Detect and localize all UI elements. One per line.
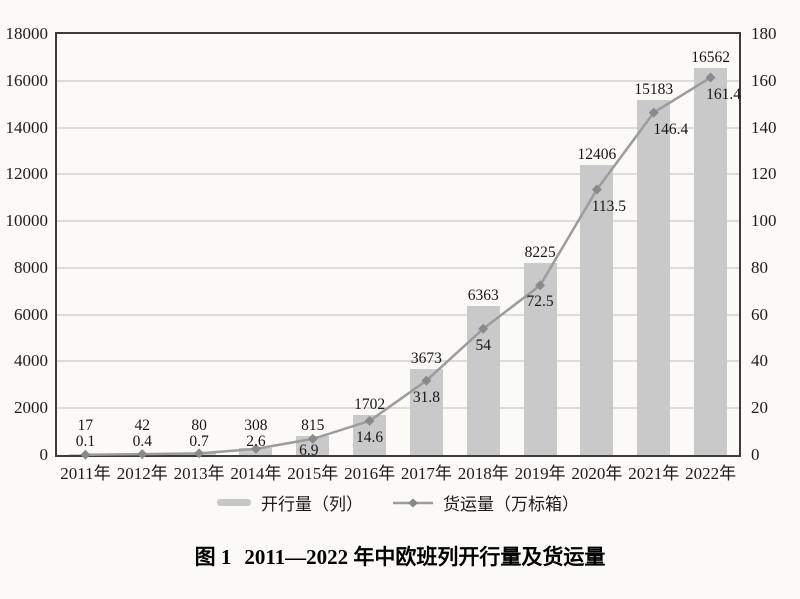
line-swatch-icon bbox=[393, 498, 433, 507]
x-axis-label: 2021年 bbox=[628, 464, 680, 483]
figure-number: 图 1 bbox=[194, 545, 232, 569]
line-value-label: 113.5 bbox=[591, 197, 627, 215]
figure-caption: 图 1 2011—2022 年中欧班列开行量及货运量 bbox=[0, 541, 800, 571]
gridline bbox=[57, 220, 739, 223]
x-axis-label: 2020年 bbox=[571, 464, 623, 483]
line-value-label: 146.4 bbox=[653, 120, 689, 138]
bar bbox=[580, 164, 614, 455]
left-tick-label: 4000 bbox=[14, 351, 48, 371]
line-value-label: 0.4 bbox=[132, 433, 152, 450]
diamond-marker bbox=[137, 449, 148, 460]
figure-title: 2011—2022 年中欧班列开行量及货运量 bbox=[244, 545, 606, 569]
x-axis-label: 2018年 bbox=[457, 464, 509, 483]
diamond-marker bbox=[648, 107, 659, 118]
line-value-label: 31.8 bbox=[412, 388, 440, 406]
diamond-marker bbox=[80, 449, 91, 460]
left-tick-label: 0 bbox=[39, 445, 49, 464]
right-tick-label: 40 bbox=[751, 351, 768, 371]
gridline bbox=[57, 407, 739, 410]
x-axis-label: 2012年 bbox=[116, 464, 168, 483]
right-tick-label: 160 bbox=[751, 70, 777, 90]
diamond-marker bbox=[591, 184, 602, 195]
bar-value-label: 3673 bbox=[410, 350, 442, 368]
plot-area bbox=[55, 32, 741, 460]
line-value-label: 161.4 bbox=[706, 85, 742, 103]
gridline bbox=[57, 360, 739, 363]
legend-item-trains: 开行量（列） bbox=[217, 490, 363, 515]
bar-value-label: 16562 bbox=[691, 48, 730, 66]
right-tick-label: 180 bbox=[751, 24, 777, 43]
x-axis-label: 2015年 bbox=[287, 464, 339, 483]
bar-value-label: 80 bbox=[191, 417, 207, 434]
bar-value-label: 15183 bbox=[634, 80, 674, 98]
bar-value-label: 815 bbox=[301, 416, 325, 434]
diamond-marker bbox=[535, 280, 546, 291]
left-tick-label: 8000 bbox=[14, 257, 48, 277]
right-tick-label: 20 bbox=[751, 398, 768, 418]
bar-value-label: 1702 bbox=[354, 396, 386, 414]
bar-value-label: 8225 bbox=[524, 243, 556, 261]
left-tick-label: 18000 bbox=[5, 24, 49, 43]
line-value-label: 54 bbox=[475, 336, 492, 354]
gridline bbox=[57, 313, 739, 316]
x-axis-label: 2013年 bbox=[173, 464, 225, 483]
bar bbox=[637, 99, 671, 455]
x-axis-label: 2011年 bbox=[60, 464, 111, 483]
legend-item-freight: 货运量（万标箱） bbox=[393, 490, 579, 515]
bar-value-label: 308 bbox=[244, 417, 268, 434]
right-tick-label: 0 bbox=[751, 445, 760, 464]
left-tick-label: 2000 bbox=[14, 398, 48, 418]
gridline bbox=[57, 126, 739, 129]
bar-value-label: 42 bbox=[134, 417, 151, 434]
diamond-marker bbox=[364, 415, 375, 426]
gridline bbox=[57, 79, 739, 82]
right-tick-label: 60 bbox=[751, 304, 768, 324]
left-tick-label: 16000 bbox=[5, 70, 49, 90]
left-tick-label: 6000 bbox=[14, 304, 48, 324]
x-axis-label: 2022年 bbox=[685, 464, 737, 483]
diamond-marker bbox=[307, 433, 318, 444]
bar-value-label: 6363 bbox=[467, 287, 499, 305]
left-tick-label: 12000 bbox=[5, 164, 49, 184]
diamond-marker bbox=[421, 375, 432, 386]
line-value-label: 14.6 bbox=[356, 428, 384, 446]
right-tick-label: 140 bbox=[751, 117, 777, 137]
line-value-label: 6.9 bbox=[299, 441, 319, 459]
bar-value-label: 17 bbox=[77, 417, 94, 434]
right-tick-label: 100 bbox=[751, 211, 777, 231]
x-axis-label: 2019年 bbox=[514, 464, 566, 483]
right-tick-label: 80 bbox=[751, 257, 768, 277]
diamond-marker bbox=[478, 323, 489, 334]
x-axis-label: 2016年 bbox=[344, 464, 396, 483]
legend-bar-label: 开行量（列） bbox=[261, 495, 363, 514]
gridline bbox=[57, 173, 739, 176]
line-value-label: 0.1 bbox=[75, 433, 96, 450]
x-axis-label: 2014年 bbox=[230, 464, 282, 483]
bar bbox=[694, 67, 728, 455]
line-value-label: 2.6 bbox=[246, 433, 266, 450]
freight-line bbox=[85, 76, 712, 457]
diamond-marker bbox=[194, 448, 205, 459]
diamond-marker bbox=[250, 443, 261, 454]
left-tick-label: 10000 bbox=[5, 211, 49, 231]
line-value-label: 72.5 bbox=[526, 293, 554, 311]
diamond-marker bbox=[705, 72, 716, 83]
bar-swatch-icon bbox=[217, 499, 251, 506]
gridline bbox=[57, 266, 739, 269]
left-tick-label: 14000 bbox=[5, 117, 49, 137]
right-tick-label: 120 bbox=[751, 164, 777, 184]
line-value-label: 0.7 bbox=[189, 433, 209, 450]
legend: 开行量（列） 货运量（万标箱） bbox=[55, 490, 741, 515]
legend-line-label: 货运量（万标箱） bbox=[443, 495, 579, 514]
bar-value-label: 12406 bbox=[577, 145, 617, 163]
x-axis-label: 2017年 bbox=[400, 464, 452, 483]
freight-line-layer bbox=[80, 72, 716, 460]
